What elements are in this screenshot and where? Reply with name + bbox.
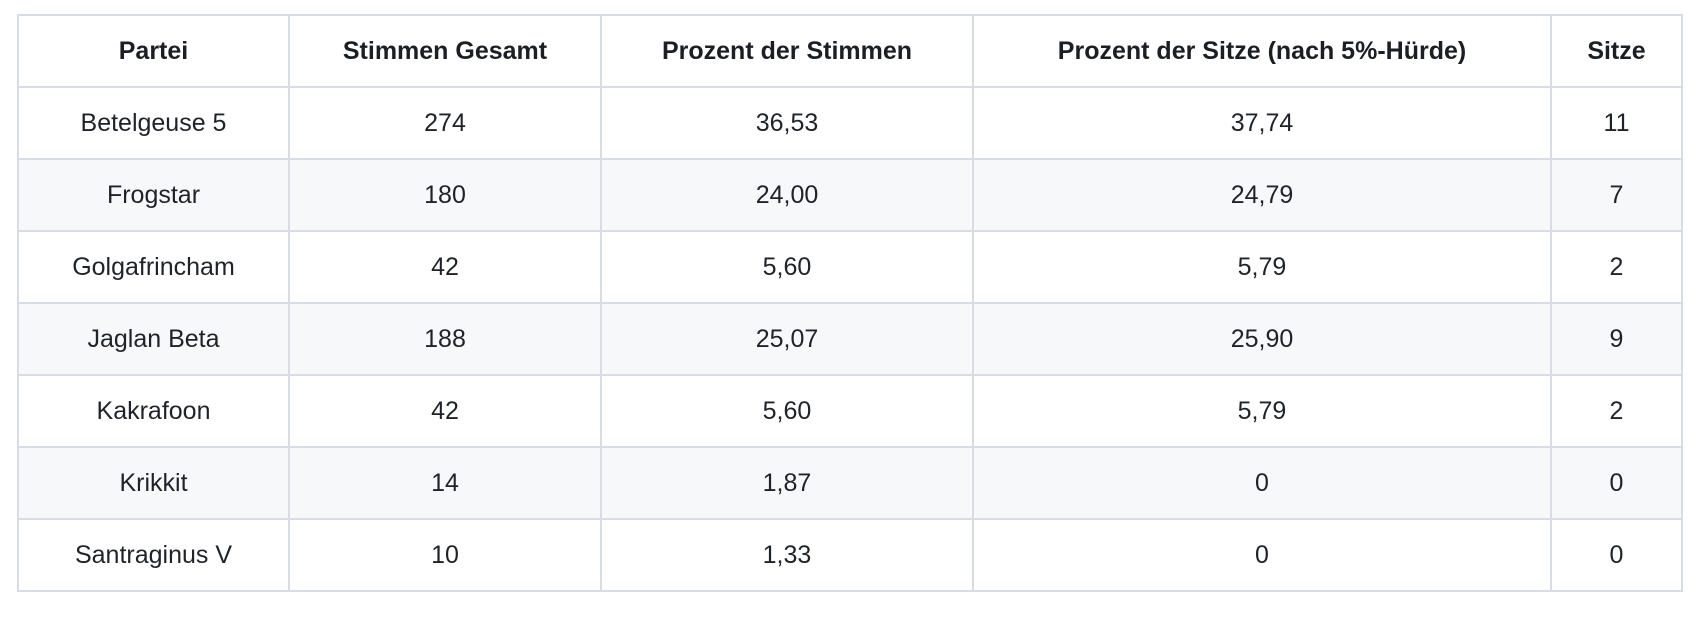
cell-prozent-sitze: 25,90: [972, 302, 1552, 376]
cell-sitze: 0: [1550, 446, 1683, 520]
cell-sitze: 2: [1550, 374, 1683, 448]
cell-prozent-stimmen: 1,87: [600, 446, 974, 520]
cell-stimmen-gesamt: 42: [288, 374, 602, 448]
cell-stimmen-gesamt: 14: [288, 446, 602, 520]
column-header-prozent-sitze: Prozent der Sitze (nach 5%-Hürde): [972, 14, 1552, 88]
cell-partei: Betelgeuse 5: [17, 86, 290, 160]
cell-prozent-sitze: 5,79: [972, 374, 1552, 448]
table-row: Frogstar 180 24,00 24,79 7: [17, 158, 1683, 232]
cell-sitze: 11: [1550, 86, 1683, 160]
cell-prozent-stimmen: 25,07: [600, 302, 974, 376]
cell-partei: Kakrafoon: [17, 374, 290, 448]
cell-stimmen-gesamt: 42: [288, 230, 602, 304]
cell-prozent-sitze: 0: [972, 518, 1552, 592]
cell-prozent-stimmen: 36,53: [600, 86, 974, 160]
cell-prozent-stimmen: 24,00: [600, 158, 974, 232]
cell-stimmen-gesamt: 274: [288, 86, 602, 160]
column-header-sitze: Sitze: [1550, 14, 1683, 88]
cell-partei: Krikkit: [17, 446, 290, 520]
cell-partei: Frogstar: [17, 158, 290, 232]
table-row: Jaglan Beta 188 25,07 25,90 9: [17, 302, 1683, 376]
cell-prozent-stimmen: 1,33: [600, 518, 974, 592]
cell-sitze: 2: [1550, 230, 1683, 304]
column-header-partei: Partei: [17, 14, 290, 88]
cell-partei: Jaglan Beta: [17, 302, 290, 376]
cell-prozent-sitze: 37,74: [972, 86, 1552, 160]
table-row: Krikkit 14 1,87 0 0: [17, 446, 1683, 520]
table-row: Betelgeuse 5 274 36,53 37,74 11: [17, 86, 1683, 160]
table-row: Santraginus V 10 1,33 0 0: [17, 518, 1683, 592]
table-row: Golgafrincham 42 5,60 5,79 2: [17, 230, 1683, 304]
cell-prozent-sitze: 24,79: [972, 158, 1552, 232]
column-header-stimmen-gesamt: Stimmen Gesamt: [288, 14, 602, 88]
cell-partei: Golgafrincham: [17, 230, 290, 304]
cell-stimmen-gesamt: 10: [288, 518, 602, 592]
cell-sitze: 7: [1550, 158, 1683, 232]
election-results-table: Partei Stimmen Gesamt Prozent der Stimme…: [17, 14, 1683, 592]
cell-prozent-stimmen: 5,60: [600, 230, 974, 304]
cell-prozent-sitze: 5,79: [972, 230, 1552, 304]
cell-stimmen-gesamt: 188: [288, 302, 602, 376]
cell-partei: Santraginus V: [17, 518, 290, 592]
table-row: Kakrafoon 42 5,60 5,79 2: [17, 374, 1683, 448]
cell-prozent-stimmen: 5,60: [600, 374, 974, 448]
cell-stimmen-gesamt: 180: [288, 158, 602, 232]
header-row: Partei Stimmen Gesamt Prozent der Stimme…: [17, 14, 1683, 88]
cell-sitze: 9: [1550, 302, 1683, 376]
cell-sitze: 0: [1550, 518, 1683, 592]
column-header-prozent-stimmen: Prozent der Stimmen: [600, 14, 974, 88]
cell-prozent-sitze: 0: [972, 446, 1552, 520]
